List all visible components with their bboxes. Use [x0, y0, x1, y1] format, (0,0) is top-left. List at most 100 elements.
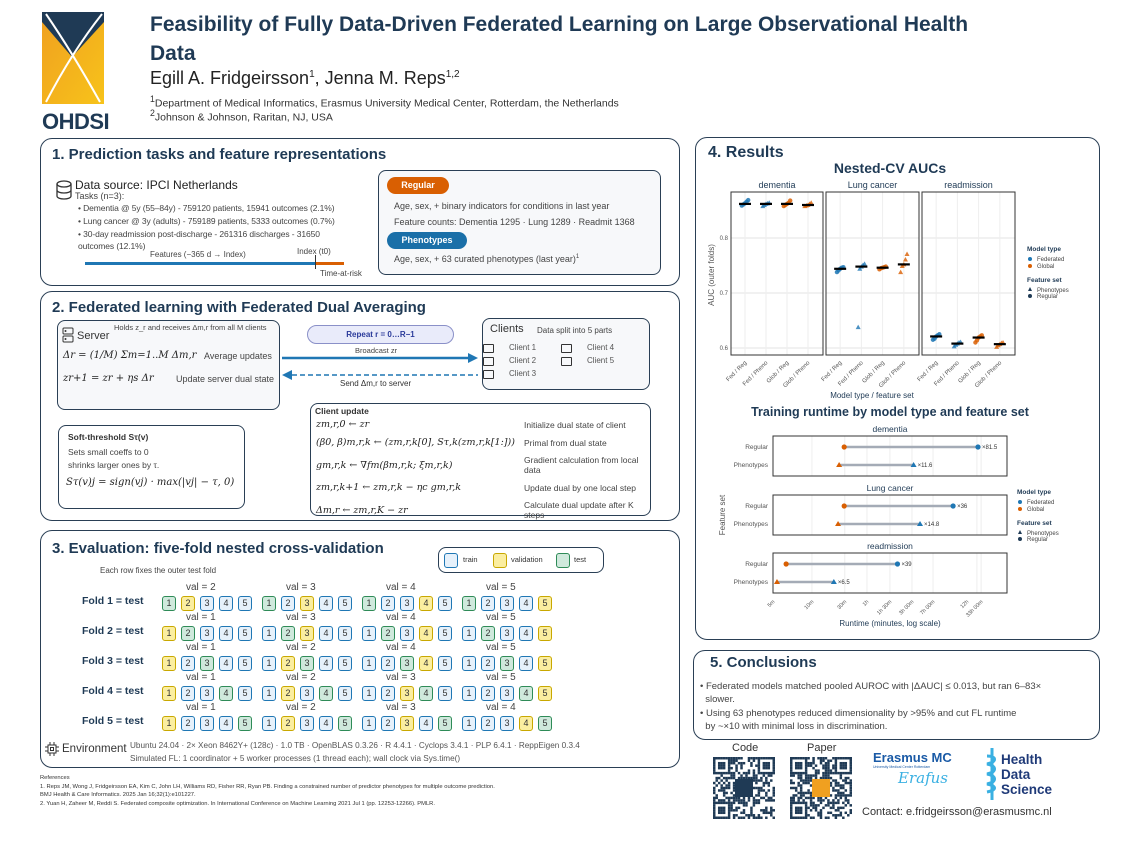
legend-triangle-swatch: [1028, 287, 1032, 291]
runtime-x-tick-label: 5m: [767, 599, 777, 609]
conclusion-1: • Federated models matched pooled AUROC …: [700, 681, 1042, 705]
client-update-step: (β0, β)m,r,k ← (zm,r,k[0], Sτ,k(zm,r,k[1…: [316, 437, 646, 448]
index-marker: [315, 255, 316, 269]
auc-panel-frame: [921, 191, 1016, 356]
client-update-equation: zm,r,k+1 ← zm,r,k − ηc gm,r,k: [316, 482, 462, 493]
section-conclusions: [693, 650, 1100, 740]
auc-fold-point: [808, 200, 814, 205]
laptop-icon: [483, 344, 494, 353]
client-update-step: gm,r,k ← ∇fm(βm,r,k; ξm,r,k) Gradient cal…: [316, 455, 646, 475]
fold-box-train: 2: [381, 686, 395, 701]
runtime-x-tick-label: 1h: [862, 599, 871, 608]
server-update-label: Update server dual state: [176, 373, 275, 384]
aff-sup: 2: [150, 108, 155, 118]
legend-title: Model type: [1017, 489, 1051, 496]
reference-1-cont: BMJ Health & Care Informatics. 2025 Jan …: [40, 792, 196, 799]
fold-box-validation: 1: [162, 626, 176, 641]
legend-title: Feature set: [1027, 277, 1063, 284]
val-label: val = 4: [386, 612, 416, 623]
client-update-label: Update dual by one local step: [524, 482, 636, 493]
legend-train-swatch: [444, 553, 458, 568]
val-label: val = 2: [286, 672, 316, 683]
legend-swatch: [1028, 257, 1032, 261]
val-label: val = 3: [286, 582, 316, 593]
fold-box-train: 1: [262, 686, 276, 701]
fold-box-train: 4: [219, 716, 233, 731]
client-item: Client 1: [509, 343, 537, 352]
legend-circle-swatch: [1028, 294, 1032, 298]
fold-box-test: 4: [519, 686, 533, 701]
phenotypes-description: Age, sex, + 63 curated phenotypes (last …: [394, 254, 579, 264]
fold-box-test: 3: [300, 656, 314, 671]
phenotypes-text: Age, sex, + 63 curated phenotypes (last …: [394, 254, 576, 264]
runtime-panel-strip: dementia: [873, 424, 908, 434]
title-line-1: Feasibility of Fully Data-Driven Federat…: [150, 13, 969, 36]
fold-box-test: 2: [381, 626, 395, 641]
runtime-federated-point: [975, 444, 981, 450]
auc-panel-frame: [825, 191, 920, 356]
fold-box-train: 2: [181, 716, 195, 731]
fold-box-train: 2: [481, 656, 495, 671]
auc-fold-point: [746, 197, 751, 203]
fold-box-train: 1: [462, 656, 476, 671]
ref-sup: 1: [575, 254, 580, 260]
author-2-sup: 1,2: [445, 69, 460, 80]
client-update-title: Client update: [315, 406, 369, 416]
fold-box-train: 3: [200, 596, 214, 611]
fold-box-train: 4: [219, 656, 233, 671]
legend-triangle-swatch: [1018, 530, 1022, 534]
section-2-title: 2. Federated learning with Federated Dua…: [52, 299, 426, 316]
fold-row-label: Fold 5 = test: [82, 715, 144, 727]
fold-box-train: 3: [300, 686, 314, 701]
paper-qr-code[interactable]: [790, 757, 852, 819]
reference-1: 1. Reps JM, Wong J, Fridgeirsson EA, Kim…: [40, 783, 495, 790]
server-description: Holds z_r and receives Δm,r from all M c…: [114, 323, 267, 332]
runtime-ratio-label: ×14.8: [924, 522, 940, 528]
fold-box-train: 4: [519, 656, 533, 671]
time-at-risk-bar: [316, 262, 344, 265]
server-update-equation: zr+1 = zr + ηs Δr: [63, 373, 154, 384]
average-equation: Δr = (1/M) Σm=1..M Δm,r: [63, 350, 197, 361]
auc-panel-strip: Lung cancer: [848, 180, 898, 190]
legend-swatch: [1018, 507, 1022, 511]
server-equations: Δr = (1/M) Σm=1..M Δm,r Average updates …: [63, 350, 276, 384]
fold-box-train: 4: [219, 596, 233, 611]
server-icon: [62, 327, 74, 343]
broadcast-arrowhead: [468, 353, 478, 363]
author-2: Jenna M. Reps: [324, 68, 446, 88]
server-update-row: zr+1 = zr + ηs Δr Update server dual sta…: [63, 373, 276, 384]
fold-box-train: 3: [200, 626, 214, 641]
erasmus-logo-sub: University Medical Center Rotterdam: [873, 765, 931, 769]
val-label: val = 3: [386, 672, 416, 683]
runtime-x-tick-label: 30m: [836, 599, 848, 611]
fold-box-train: 1: [362, 686, 376, 701]
fold-box-train: 5: [438, 656, 452, 671]
fold-box-validation: 4: [419, 596, 433, 611]
runtime-global-point: [841, 444, 847, 450]
client-update-label: Initialize dual state of client: [524, 419, 626, 430]
fold-box-validation: 2: [281, 716, 295, 731]
auc-fold-point: [788, 198, 793, 203]
fold-box-train: 1: [362, 656, 376, 671]
tasks-label: Tasks (n=3):: [75, 191, 125, 201]
paper-label: Paper: [807, 742, 837, 754]
contact-email[interactable]: Contact: e.fridgeirsson@erasmusmc.nl: [862, 806, 1052, 818]
client-update-equation: zm,r,0 ← zr: [316, 419, 370, 430]
client-item: Client 4: [587, 343, 615, 352]
fold-box-train: 2: [481, 596, 495, 611]
client-update-label: Calculate dual update after K steps: [524, 500, 634, 520]
reference-2: 2. Yuan H, Zaheer M, Reddi S. Federated …: [40, 800, 435, 807]
fold-box-train: 3: [500, 716, 514, 731]
runtime-ratio-label: ×6.5: [838, 580, 851, 586]
ohdsi-logo: OHDSI: [42, 12, 110, 134]
val-label: val = 5: [486, 672, 516, 683]
runtime-ratio-label: ×36: [957, 504, 968, 510]
code-qr-code[interactable]: [713, 757, 775, 819]
time-at-risk-label: Time-at-risk: [320, 269, 362, 278]
regular-badge: Regular: [387, 177, 449, 194]
github-icon: [735, 779, 753, 797]
environment-line-1: Ubuntu 24.04 · 2× Xeon 8462Y+ (128c) · 1…: [130, 741, 580, 750]
client-update-box: [310, 403, 651, 516]
environment-label: Environment: [62, 743, 127, 755]
fold-box-train: 4: [319, 596, 333, 611]
